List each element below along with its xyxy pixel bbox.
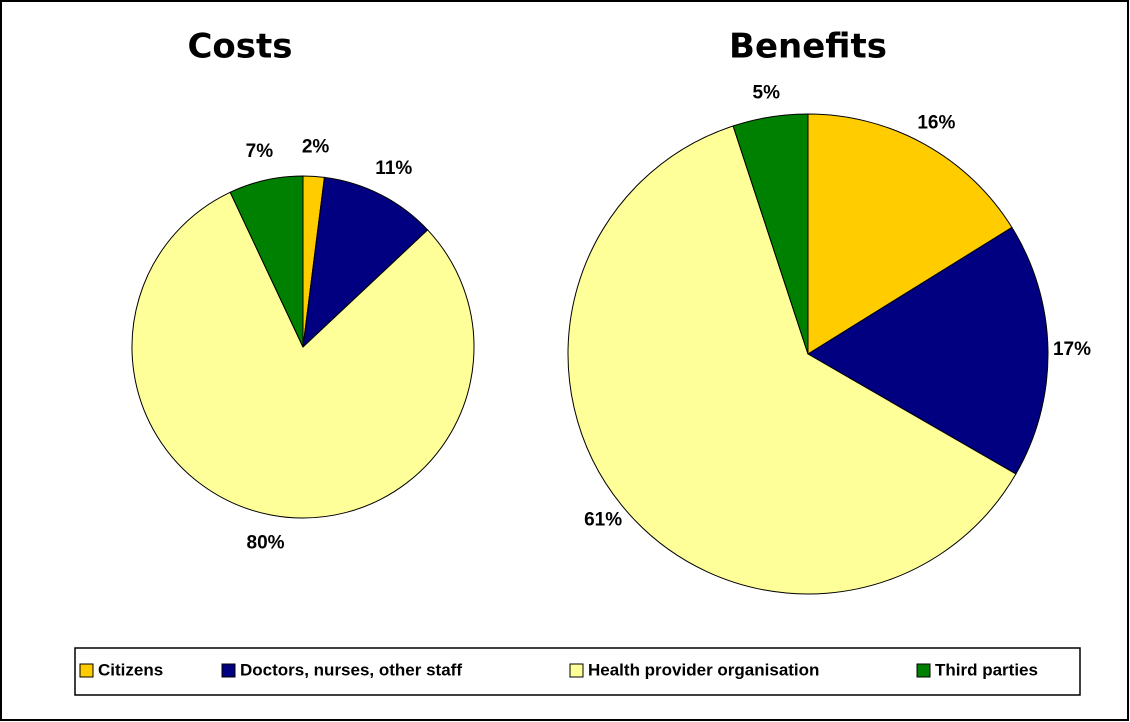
- legend-swatch: [79, 663, 94, 678]
- pie-slice: [229, 175, 304, 348]
- chart-title: Benefits: [729, 27, 887, 67]
- legend-label: Citizens: [98, 660, 163, 679]
- data-label: 16%: [917, 112, 955, 133]
- legend-swatch: [916, 663, 931, 678]
- pie-slice: [807, 113, 1013, 355]
- data-label: 5%: [753, 82, 781, 103]
- data-label: 7%: [246, 141, 274, 162]
- pie-slice: [732, 113, 809, 355]
- data-label: 61%: [584, 509, 622, 530]
- pie-slice: [302, 176, 429, 349]
- legend-label: Health provider organisation: [588, 660, 819, 679]
- legend-label: Third parties: [935, 660, 1038, 679]
- data-label: 17%: [1053, 339, 1091, 360]
- chart-title: Costs: [187, 27, 292, 67]
- data-label: 11%: [375, 158, 412, 179]
- pie-slice: [131, 191, 475, 519]
- legend-swatch: [569, 663, 584, 678]
- data-label: 2%: [302, 136, 330, 157]
- legend-label: Doctors, nurses, other staff: [240, 660, 462, 679]
- pie-slice: [807, 226, 1049, 475]
- data-label: 80%: [247, 532, 285, 553]
- legend-swatch: [221, 663, 236, 678]
- pie-slice: [567, 125, 1017, 595]
